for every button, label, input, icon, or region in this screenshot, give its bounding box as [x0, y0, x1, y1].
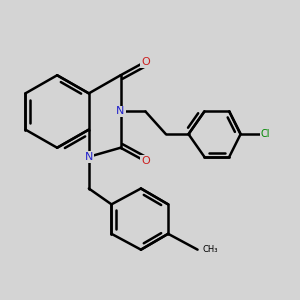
Text: O: O	[141, 57, 150, 67]
Text: N: N	[116, 106, 125, 116]
Text: N: N	[85, 152, 93, 162]
Text: O: O	[141, 156, 150, 166]
Text: Cl: Cl	[261, 129, 270, 139]
Text: CH₃: CH₃	[202, 245, 218, 254]
